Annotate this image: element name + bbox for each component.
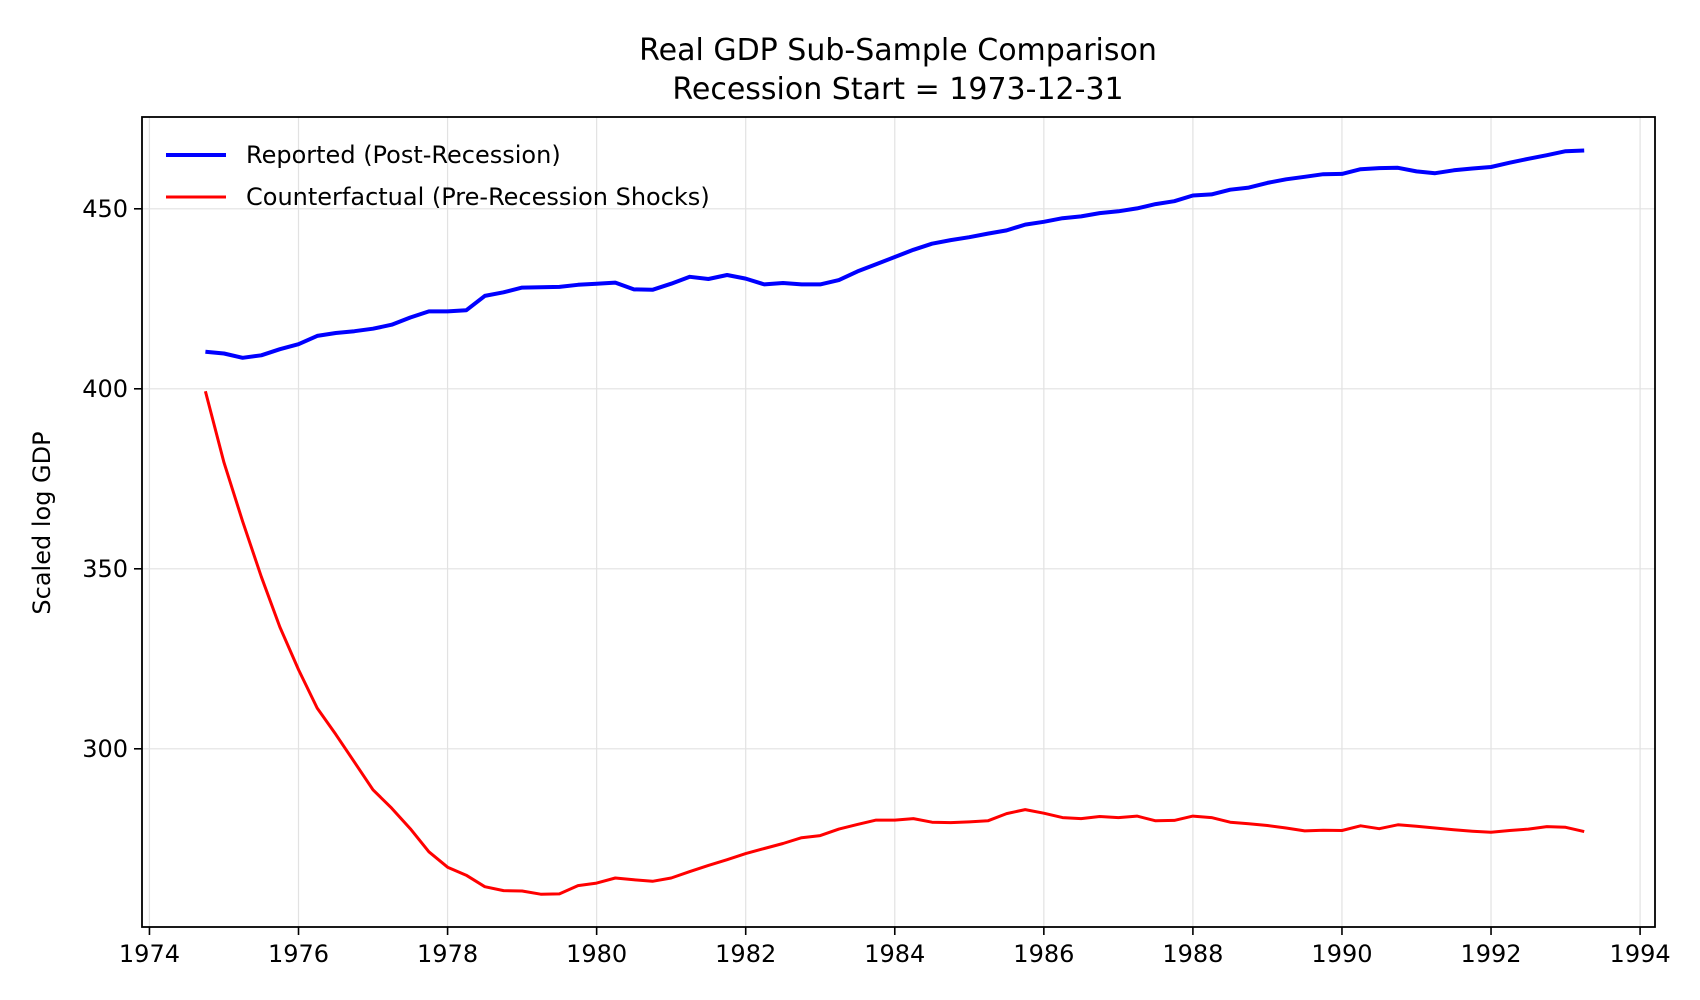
legend-label-reported: Reported (Post-Recession) (246, 141, 561, 169)
chart-title: Real GDP Sub-Sample Comparison (639, 33, 1157, 68)
series-lines (203, 148, 1585, 896)
x-tick-label: 1974 (119, 940, 180, 968)
chart-subtitle: Recession Start = 1973-12-31 (672, 72, 1123, 107)
x-tick-label: 1988 (1162, 940, 1223, 968)
y-tick-label: 400 (82, 375, 128, 403)
y-axis-label: Scaled log GDP (28, 431, 56, 614)
x-tick-label: 1986 (1013, 940, 1074, 968)
y-axis-ticks: 300 350 400 450 (82, 195, 142, 763)
x-axis-ticks: 1974 1976 1978 1980 1982 1984 1986 1988 1990 1992… (119, 927, 1671, 968)
legend: Reported (Post-Recession) Counterfactual… (166, 141, 710, 211)
grid-lines (142, 117, 1655, 927)
y-tick-label: 350 (82, 555, 128, 583)
x-tick-label: 1992 (1460, 940, 1521, 968)
y-tick-label: 450 (82, 195, 128, 223)
plot-frame (141, 116, 1656, 928)
series-line-counterfactual (203, 390, 1585, 896)
x-tick-label: 1984 (864, 940, 925, 968)
series-line-reported (205, 148, 1585, 360)
x-tick-label: 1976 (268, 940, 329, 968)
y-tick-label: 300 (82, 735, 128, 763)
x-tick-label: 1982 (715, 940, 776, 968)
x-tick-label: 1980 (566, 940, 627, 968)
x-tick-label: 1978 (417, 940, 478, 968)
x-tick-label: 1994 (1610, 940, 1671, 968)
legend-label-counterfactual: Counterfactual (Pre-Recession Shocks) (246, 183, 710, 211)
x-tick-label: 1990 (1311, 940, 1372, 968)
